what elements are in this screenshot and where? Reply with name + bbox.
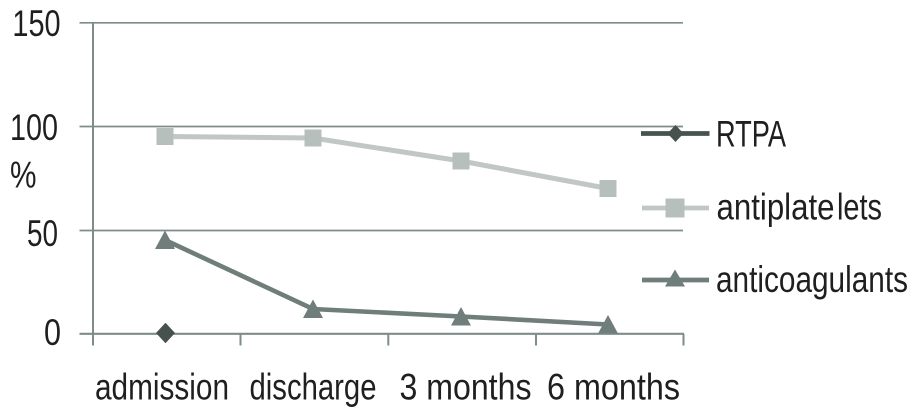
svg-text:lets: lets xyxy=(837,187,882,228)
svg-text:3 months: 3 months xyxy=(400,367,532,408)
svg-text:150: 150 xyxy=(12,3,60,44)
svg-text:anticoagulants: anticoagulants xyxy=(716,259,908,300)
svg-text:0: 0 xyxy=(44,312,61,353)
svg-text:50: 50 xyxy=(27,213,58,254)
svg-text:6 months: 6 months xyxy=(547,367,680,408)
svg-text:discharge: discharge xyxy=(250,367,377,408)
svg-text:antiplate: antiplate xyxy=(717,187,835,228)
svg-text:%: % xyxy=(10,155,37,196)
svg-text:RTPA: RTPA xyxy=(716,114,786,155)
svg-text:admission: admission xyxy=(95,367,229,408)
svg-text:100: 100 xyxy=(10,107,58,148)
